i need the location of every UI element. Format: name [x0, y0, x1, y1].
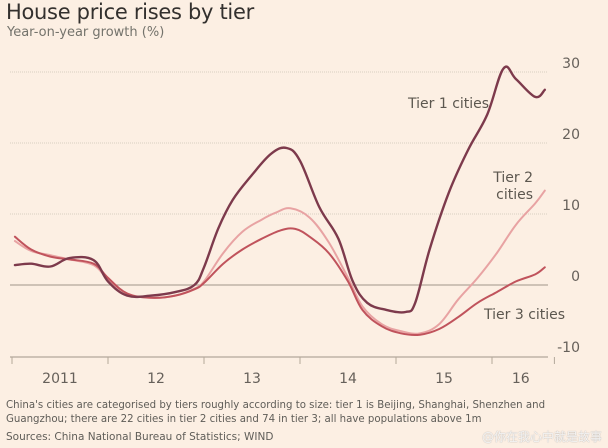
- x-tick-label: 14: [339, 371, 357, 387]
- label-layer: 30 20 10 0 -10 2011 12 13 14 15 16 Tier 1 cities Tie…: [42, 56, 580, 387]
- x-tick-label: 12: [147, 371, 165, 387]
- grid-layer: [10, 71, 555, 364]
- series-annotation: Tier 3 cities: [483, 307, 565, 323]
- chart-source: Sources: China National Bureau of Statis…: [6, 431, 274, 443]
- x-tick-label: 13: [243, 371, 261, 387]
- chart-subtitle: Year-on-year growth (%): [7, 25, 165, 40]
- x-tick-label: 2011: [42, 371, 78, 387]
- y-tick-label: 10: [562, 198, 580, 214]
- y-tick-label: 30: [562, 56, 580, 72]
- y-tick-label: 0: [571, 269, 580, 285]
- series-layer: [13, 65, 546, 337]
- x-tick-label: 15: [435, 371, 453, 387]
- chart-title: House price rises by tier: [6, 0, 254, 24]
- chart-footnote: China's cities are categorised by tiers …: [6, 400, 546, 425]
- x-tick-label: 16: [512, 371, 530, 387]
- series-line-tier-3-cities: [13, 227, 546, 337]
- y-tick-label: -10: [557, 340, 580, 356]
- series-line-tier-1-cities: [13, 65, 546, 314]
- series-annotation: Tier 1 cities: [407, 96, 489, 112]
- series-annotation: cities: [496, 187, 533, 203]
- series-annotation: Tier 2: [492, 170, 533, 186]
- watermark: @你在我心中就是故事: [481, 430, 602, 444]
- y-tick-label: 20: [562, 127, 580, 143]
